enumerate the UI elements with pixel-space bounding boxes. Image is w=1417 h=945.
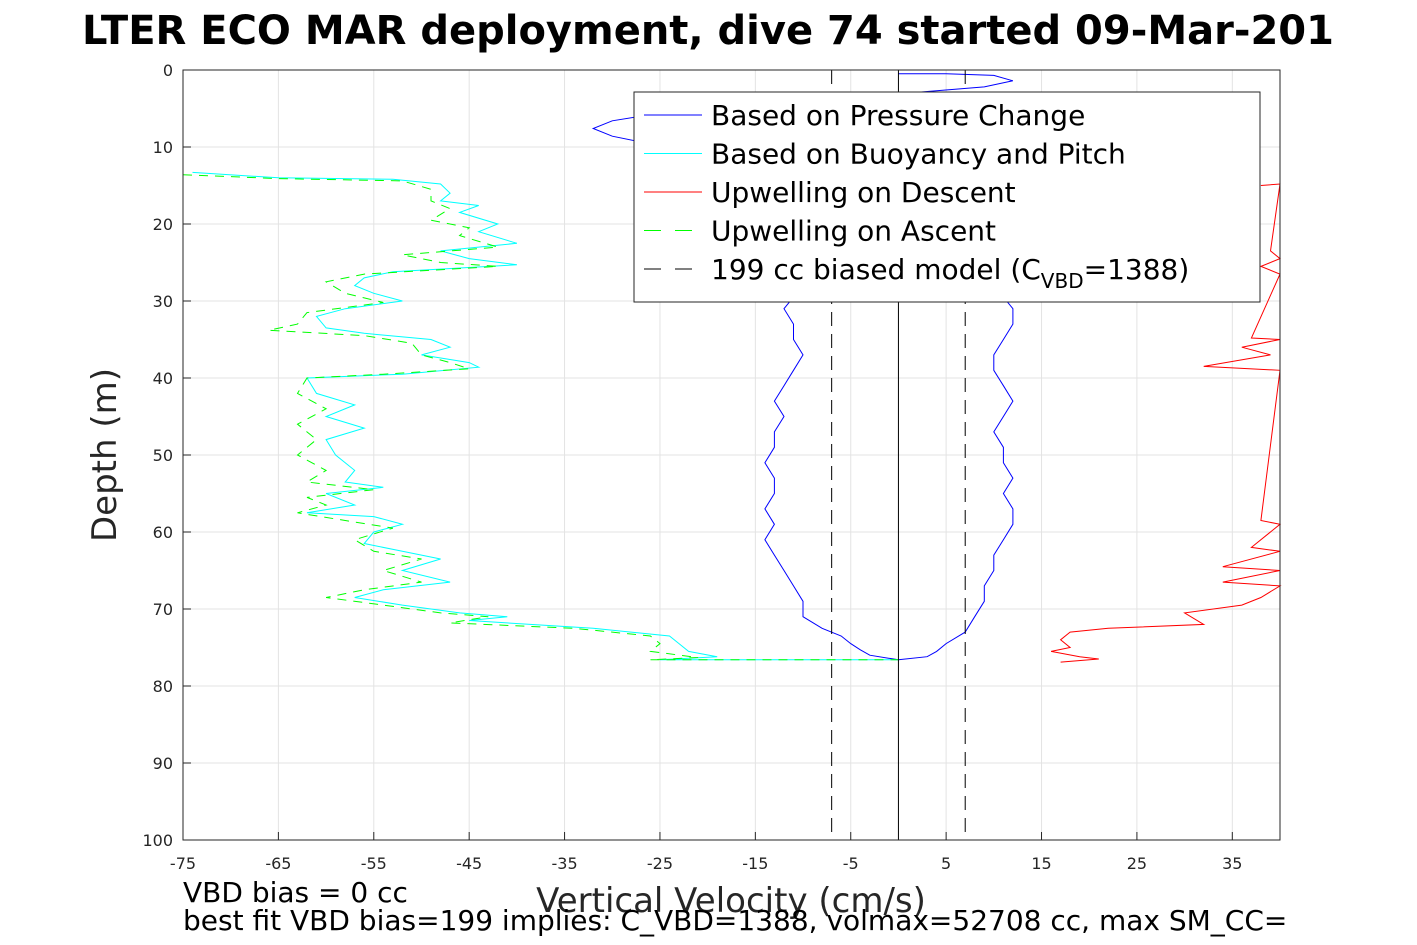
- legend-label: Based on Pressure Change: [711, 99, 1085, 132]
- y-tick-label: 90: [153, 754, 173, 773]
- y-tick-label: 50: [153, 446, 173, 465]
- y-tick-label: 0: [163, 61, 173, 80]
- series-line: [192, 171, 899, 661]
- legend-box: [633, 91, 1261, 303]
- legend-label: Upwelling on Descent: [711, 176, 1016, 209]
- y-tick-label: 10: [153, 138, 173, 157]
- y-axis: 0 10 20 30 40 50 60 70 80 90 100: [142, 61, 191, 850]
- y-tick-label: 80: [153, 677, 173, 696]
- legend-label: Based on Buoyancy and Pitch: [711, 138, 1126, 171]
- y-axis-label: Depth (m): [85, 368, 125, 542]
- y-tick-label: 70: [153, 600, 173, 619]
- x-tick-label: -25: [647, 854, 673, 873]
- x-tick-label: -45: [456, 854, 482, 873]
- y-tick-label: 30: [153, 292, 173, 311]
- x-tick-label: -75: [170, 854, 196, 873]
- series-line: [1050, 183, 1282, 663]
- x-tick-label: -5: [843, 854, 859, 873]
- x-tick-label: 25: [1127, 854, 1147, 873]
- y-tick-label: 40: [153, 369, 173, 388]
- y-tick-label: 20: [153, 215, 173, 234]
- x-tick-label: 35: [1222, 854, 1242, 873]
- y-tick-label: 100: [142, 831, 173, 850]
- best-fit-note: best fit VBD bias=199 implies: C_VBD=138…: [183, 904, 1287, 937]
- legend: Based on Pressure Change Based on Buoyanc…: [633, 91, 1261, 303]
- x-axis-label: Vertical Velocity (cm/s): [536, 881, 926, 921]
- x-tick-label: -65: [265, 854, 291, 873]
- series-line: [182, 174, 899, 661]
- legend-label: Upwelling on Ascent: [711, 215, 996, 248]
- x-axis: -75 -65 -55 -45 -35 -25 -15 -5 5 15 25 35: [170, 832, 1242, 873]
- chart-title: LTER ECO MAR deployment, dive 74 started…: [82, 8, 1334, 54]
- x-tick-label: -15: [742, 854, 768, 873]
- x-tick-label: 5: [941, 854, 951, 873]
- x-tick-label: -55: [361, 854, 387, 873]
- y-tick-label: 60: [153, 523, 173, 542]
- vbd-bias-note: VBD bias = 0 cc: [183, 876, 408, 909]
- x-tick-label: -35: [551, 854, 577, 873]
- x-tick-label: 15: [1031, 854, 1051, 873]
